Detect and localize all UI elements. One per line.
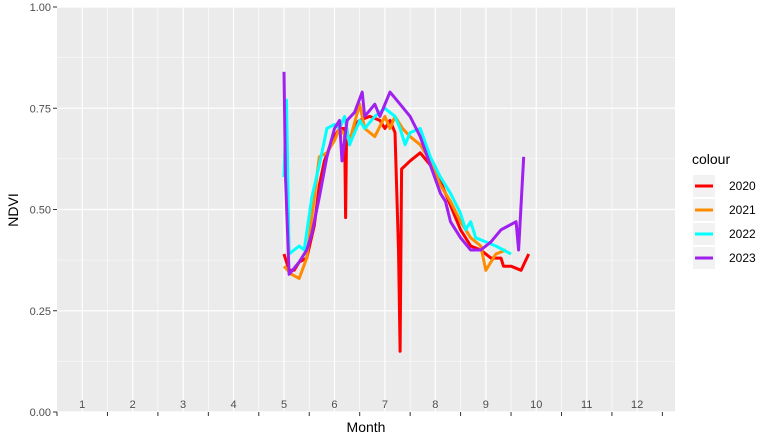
x-tick-label: 12 [631, 399, 643, 411]
series-lines [282, 71, 531, 353]
series-line-2022 [282, 98, 512, 256]
x-tick-label: 10 [530, 399, 542, 411]
x-tick-label: 6 [331, 399, 337, 411]
series-line-2023 [282, 71, 526, 276]
x-tick-label: 8 [432, 399, 438, 411]
legend: colour 2020 2021 2022 2023 [692, 151, 756, 269]
y-axis-title: NDVI [5, 193, 21, 226]
y-tick-label: 0.25 [30, 306, 51, 318]
legend-label-2020: 2020 [729, 179, 756, 193]
x-tick-label: 5 [281, 399, 287, 411]
legend-label-2022: 2022 [729, 227, 756, 241]
axes: 0.000.250.500.751.001 2 3 4 5 6 7 8 9 10 11 12 [30, 2, 663, 419]
x-axis-title: Month [347, 419, 386, 435]
legend-title: colour [692, 151, 730, 167]
y-tick-label: 0.75 [30, 103, 51, 115]
grid-lines [57, 6, 675, 413]
y-tick-label: 0.00 [30, 407, 51, 419]
x-tick-label: 11 [581, 399, 592, 411]
y-tick-label: 0.50 [30, 205, 51, 217]
legend-label-2021: 2021 [729, 203, 756, 217]
y-tick-label: 1.00 [30, 2, 51, 14]
x-tick-label: 1 [79, 399, 85, 411]
x-tick-label: 2 [130, 399, 136, 411]
x-tick-label: 3 [180, 399, 186, 411]
legend-label-2023: 2023 [729, 251, 756, 265]
x-tick-label: 9 [483, 399, 489, 411]
x-tick-label: 7 [382, 399, 388, 411]
x-tick-label: 4 [231, 399, 237, 411]
